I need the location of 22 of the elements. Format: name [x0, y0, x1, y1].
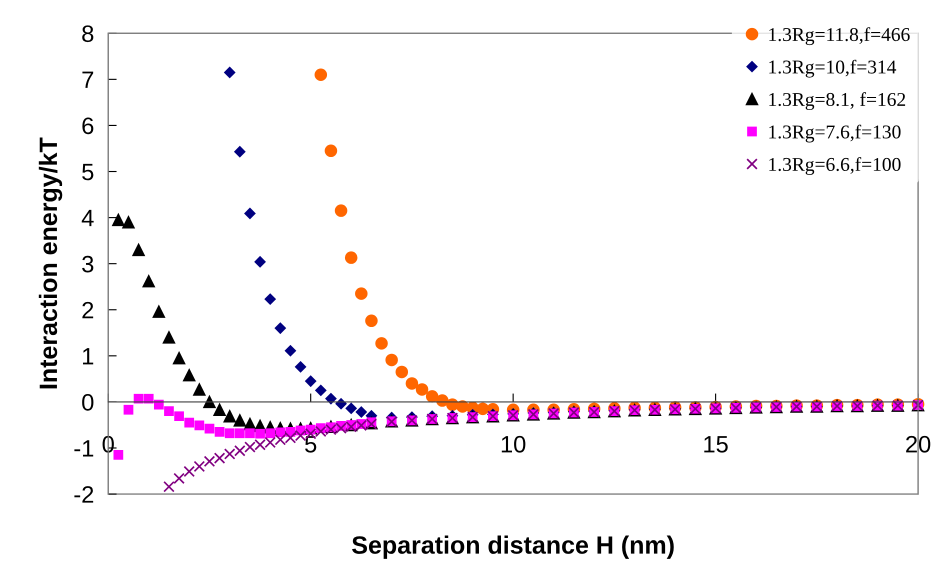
legend-label: 1.3Rg=10,f=314 [769, 60, 896, 78]
y-tick-label: -1 [74, 440, 94, 457]
y-tick-label: 5 [82, 164, 94, 180]
x-tick-label: 20 [906, 436, 930, 453]
x-tick-label: 0 [102, 436, 114, 453]
legend-label: 1.3Rg=6.6,f=100 [769, 157, 901, 175]
legend-label: 1.3Rg=11.8,f=466 [769, 27, 910, 46]
legend-label: 1.3Rg=7.6,f=130 [769, 124, 901, 143]
y-tick-label: 4 [82, 210, 94, 226]
y-tick-label: 2 [82, 302, 94, 318]
x-tick-label: 15 [704, 436, 728, 453]
y-tick-label: -2 [74, 486, 94, 503]
y-tick-label: 0 [82, 394, 94, 411]
x-axis-title: Separation distance H (nm) [352, 536, 674, 559]
y-tick-label: 8 [82, 25, 94, 42]
y-tick-label: 1 [83, 348, 94, 364]
x-tick-label: 10 [502, 436, 526, 453]
y-axis-title: Interaction energy/kT [38, 138, 62, 388]
legend-label: 1.3Rg=8.1, f=162 [769, 92, 906, 110]
y-tick-label: 6 [82, 118, 94, 134]
y-tick-label: 3 [82, 256, 94, 272]
y-tick-label: 7 [82, 72, 94, 88]
